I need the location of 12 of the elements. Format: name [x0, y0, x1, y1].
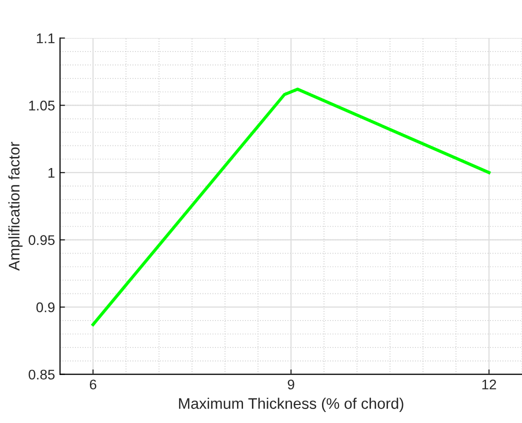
y-tick-label: 0.85	[28, 370, 55, 380]
x-tick-label: 12	[482, 380, 496, 390]
y-tick-label: 0.9	[36, 302, 55, 312]
y-axis-title: Amplification factor	[8, 142, 23, 271]
line-series	[92, 88, 491, 326]
x-axis-title: Maximum Thickness (% of chord)	[179, 398, 404, 412]
x-tick-label: 6	[90, 380, 96, 390]
y-tick-label: 0.95	[28, 235, 55, 246]
y-tick-label: 1.05	[29, 100, 55, 110]
y-tick-label: 1	[48, 168, 54, 178]
x-tick-label: 9	[288, 380, 294, 390]
y-tick-label: 1.1	[36, 34, 54, 44]
